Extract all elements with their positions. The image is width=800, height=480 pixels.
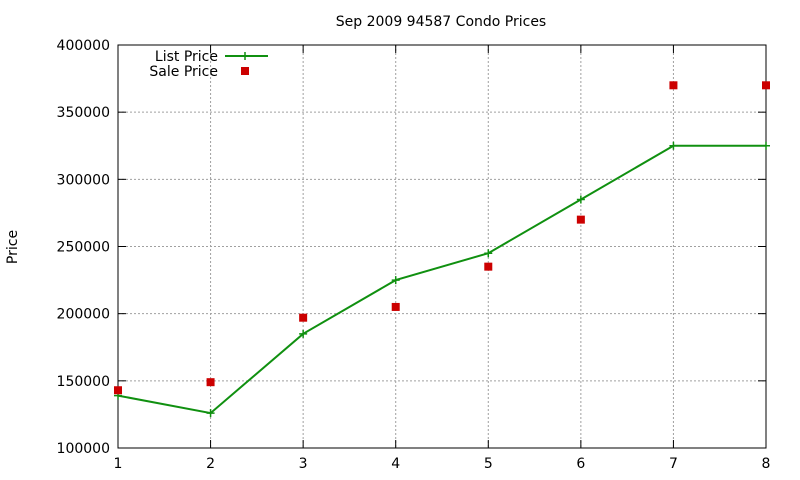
sale-price-point: [206, 378, 215, 387]
x-tick-label: 6: [576, 456, 585, 472]
list-price-point: [391, 276, 400, 285]
x-tick-label: 4: [391, 456, 400, 472]
sale-price-point: [669, 81, 678, 90]
x-tick-label: 8: [762, 456, 771, 472]
y-tick-label: 100000: [57, 441, 110, 457]
y-tick-label: 350000: [57, 105, 110, 121]
sale-price-point: [484, 262, 493, 271]
x-tick-label: 2: [206, 456, 215, 472]
list-price-point: [762, 141, 770, 150]
list-price-point: [576, 195, 585, 204]
list-price-point: [669, 141, 678, 150]
legend-label: List Price: [155, 49, 218, 65]
x-tick-label: 7: [669, 456, 678, 472]
y-tick-label: 150000: [57, 374, 110, 390]
legend-cross-symbol: [241, 52, 249, 60]
list-price-point: [299, 329, 308, 338]
legend-square-symbol: [241, 67, 249, 75]
sale-price-point: [576, 215, 585, 224]
sale-price-point: [762, 81, 770, 90]
chart-title: Sep 2009 94587 Condo Prices: [336, 14, 546, 30]
y-tick-label: 300000: [57, 172, 110, 188]
list-price-point: [206, 409, 215, 418]
x-tick-label: 3: [299, 456, 308, 472]
list-price-line: [117, 144, 766, 415]
axis-ticks: 1 2 3 4 5 6 7 8 100000 150000 200000 250000 300000 35…: [57, 38, 771, 472]
grid-lines: [118, 45, 766, 448]
x-tick-label: 1: [114, 456, 123, 472]
y-tick-label: 200000: [57, 307, 110, 323]
y-axis-label: Price: [5, 230, 21, 264]
x-tick-label: 5: [484, 456, 493, 472]
sale-price-point: [391, 302, 400, 311]
y-tick-label: 400000: [57, 38, 110, 54]
legend-label: Sale Price: [149, 64, 218, 80]
sale-price-point: [114, 386, 122, 395]
sale-price-point: [299, 313, 308, 322]
list-price-point: [484, 249, 493, 258]
y-tick-label: 250000: [57, 240, 110, 256]
series-layer: [114, 81, 770, 418]
